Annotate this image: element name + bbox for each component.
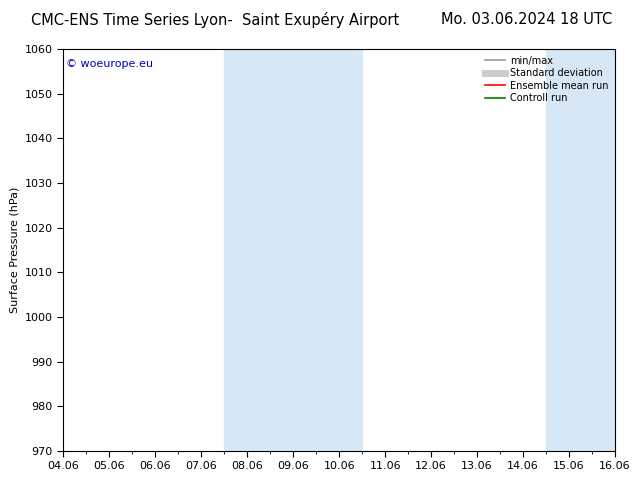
Text: © woeurope.eu: © woeurope.eu xyxy=(66,59,153,69)
Y-axis label: Surface Pressure (hPa): Surface Pressure (hPa) xyxy=(10,187,19,313)
Text: Mo. 03.06.2024 18 UTC: Mo. 03.06.2024 18 UTC xyxy=(441,12,612,27)
Bar xyxy=(546,49,634,451)
Legend: min/max, Standard deviation, Ensemble mean run, Controll run: min/max, Standard deviation, Ensemble me… xyxy=(483,54,610,105)
Text: CMC-ENS Time Series Lyon-  Saint Exupéry Airport: CMC-ENS Time Series Lyon- Saint Exupéry … xyxy=(32,12,399,28)
Bar xyxy=(224,49,362,451)
